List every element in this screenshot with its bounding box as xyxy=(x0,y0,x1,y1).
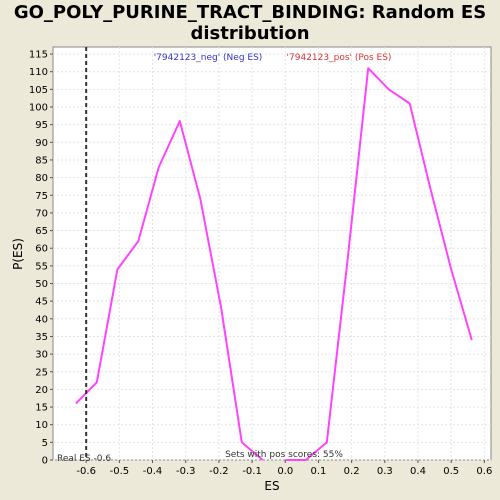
y-tick-label: 65 xyxy=(35,226,48,237)
y-tick-label: 110 xyxy=(29,67,48,78)
x-axis-title: ES xyxy=(264,479,279,493)
series-lines xyxy=(75,67,473,461)
y-tick-label: 85 xyxy=(35,155,48,166)
x-tick-label: 0.4 xyxy=(410,466,426,477)
y-tick-label: 45 xyxy=(35,297,48,308)
x-tick-label: 0.6 xyxy=(476,466,492,477)
x-tick-label: 0.0 xyxy=(277,466,293,477)
legend-neg-label: '7942123_neg' (Neg ES) xyxy=(154,53,263,63)
y-tick-label: 35 xyxy=(35,332,48,343)
y-tick-label: 25 xyxy=(35,367,48,378)
y-tick-label: 15 xyxy=(35,403,48,414)
x-tick-label: -0.2 xyxy=(209,466,229,477)
axes: 0 5 10 15 20 25 30 35 40 45 50 55 60 65 70 75 80 85 90 95 10… xyxy=(29,50,492,477)
y-tick-label: 20 xyxy=(35,385,48,396)
y-tick-label: 90 xyxy=(35,138,48,149)
pos-scores-note: Sets with pos scores: 55% xyxy=(225,450,343,460)
y-tick-label: 50 xyxy=(35,279,48,290)
y-axis-title: P(ES) xyxy=(11,238,25,270)
y-tick-label: 80 xyxy=(35,173,48,184)
x-tick-label: 0.1 xyxy=(311,466,327,477)
y-tick-label: 95 xyxy=(35,120,48,131)
legend-pos-label: '7942123_pos' (Pos ES) xyxy=(287,53,392,63)
y-tick-label: 0 xyxy=(42,456,48,467)
real-es-label: Real ES -0.6 xyxy=(57,454,111,464)
grid-lines xyxy=(53,47,491,461)
y-tick-label: 10 xyxy=(35,420,48,431)
y-tick-label: 5 xyxy=(42,438,48,449)
x-tick-label: 0.2 xyxy=(344,466,360,477)
x-tick-label: -0.5 xyxy=(110,466,130,477)
y-tick-label: 40 xyxy=(35,314,48,325)
y-tick-label: 55 xyxy=(35,261,48,272)
x-tick-label: -0.3 xyxy=(176,466,196,477)
y-tick-label: 60 xyxy=(35,244,48,255)
y-tick-label: 70 xyxy=(35,208,48,219)
y-tick-label: 100 xyxy=(29,103,48,114)
chart-title-line2: distribution xyxy=(190,23,310,44)
pos-es-series-line xyxy=(285,67,473,461)
chart-title-line1: GO_POLY_PURINE_TRACT_BINDING: Random ES xyxy=(13,2,487,23)
y-tick-label: 75 xyxy=(35,191,48,202)
x-tick-label: 0.3 xyxy=(377,466,393,477)
y-tick-label: 115 xyxy=(29,50,48,61)
chart-title: GO_POLY_PURINE_TRACT_BINDING: Random ES … xyxy=(0,2,500,44)
plot-area xyxy=(52,46,492,461)
x-tick-label: -0.6 xyxy=(76,466,96,477)
x-tick-label: -0.1 xyxy=(242,466,262,477)
y-tick-label: 105 xyxy=(29,85,48,96)
x-tick-label: -0.4 xyxy=(143,466,163,477)
y-tick-label: 30 xyxy=(35,350,48,361)
x-tick-label: 0.5 xyxy=(443,466,459,477)
neg-es-series-line xyxy=(75,120,264,461)
